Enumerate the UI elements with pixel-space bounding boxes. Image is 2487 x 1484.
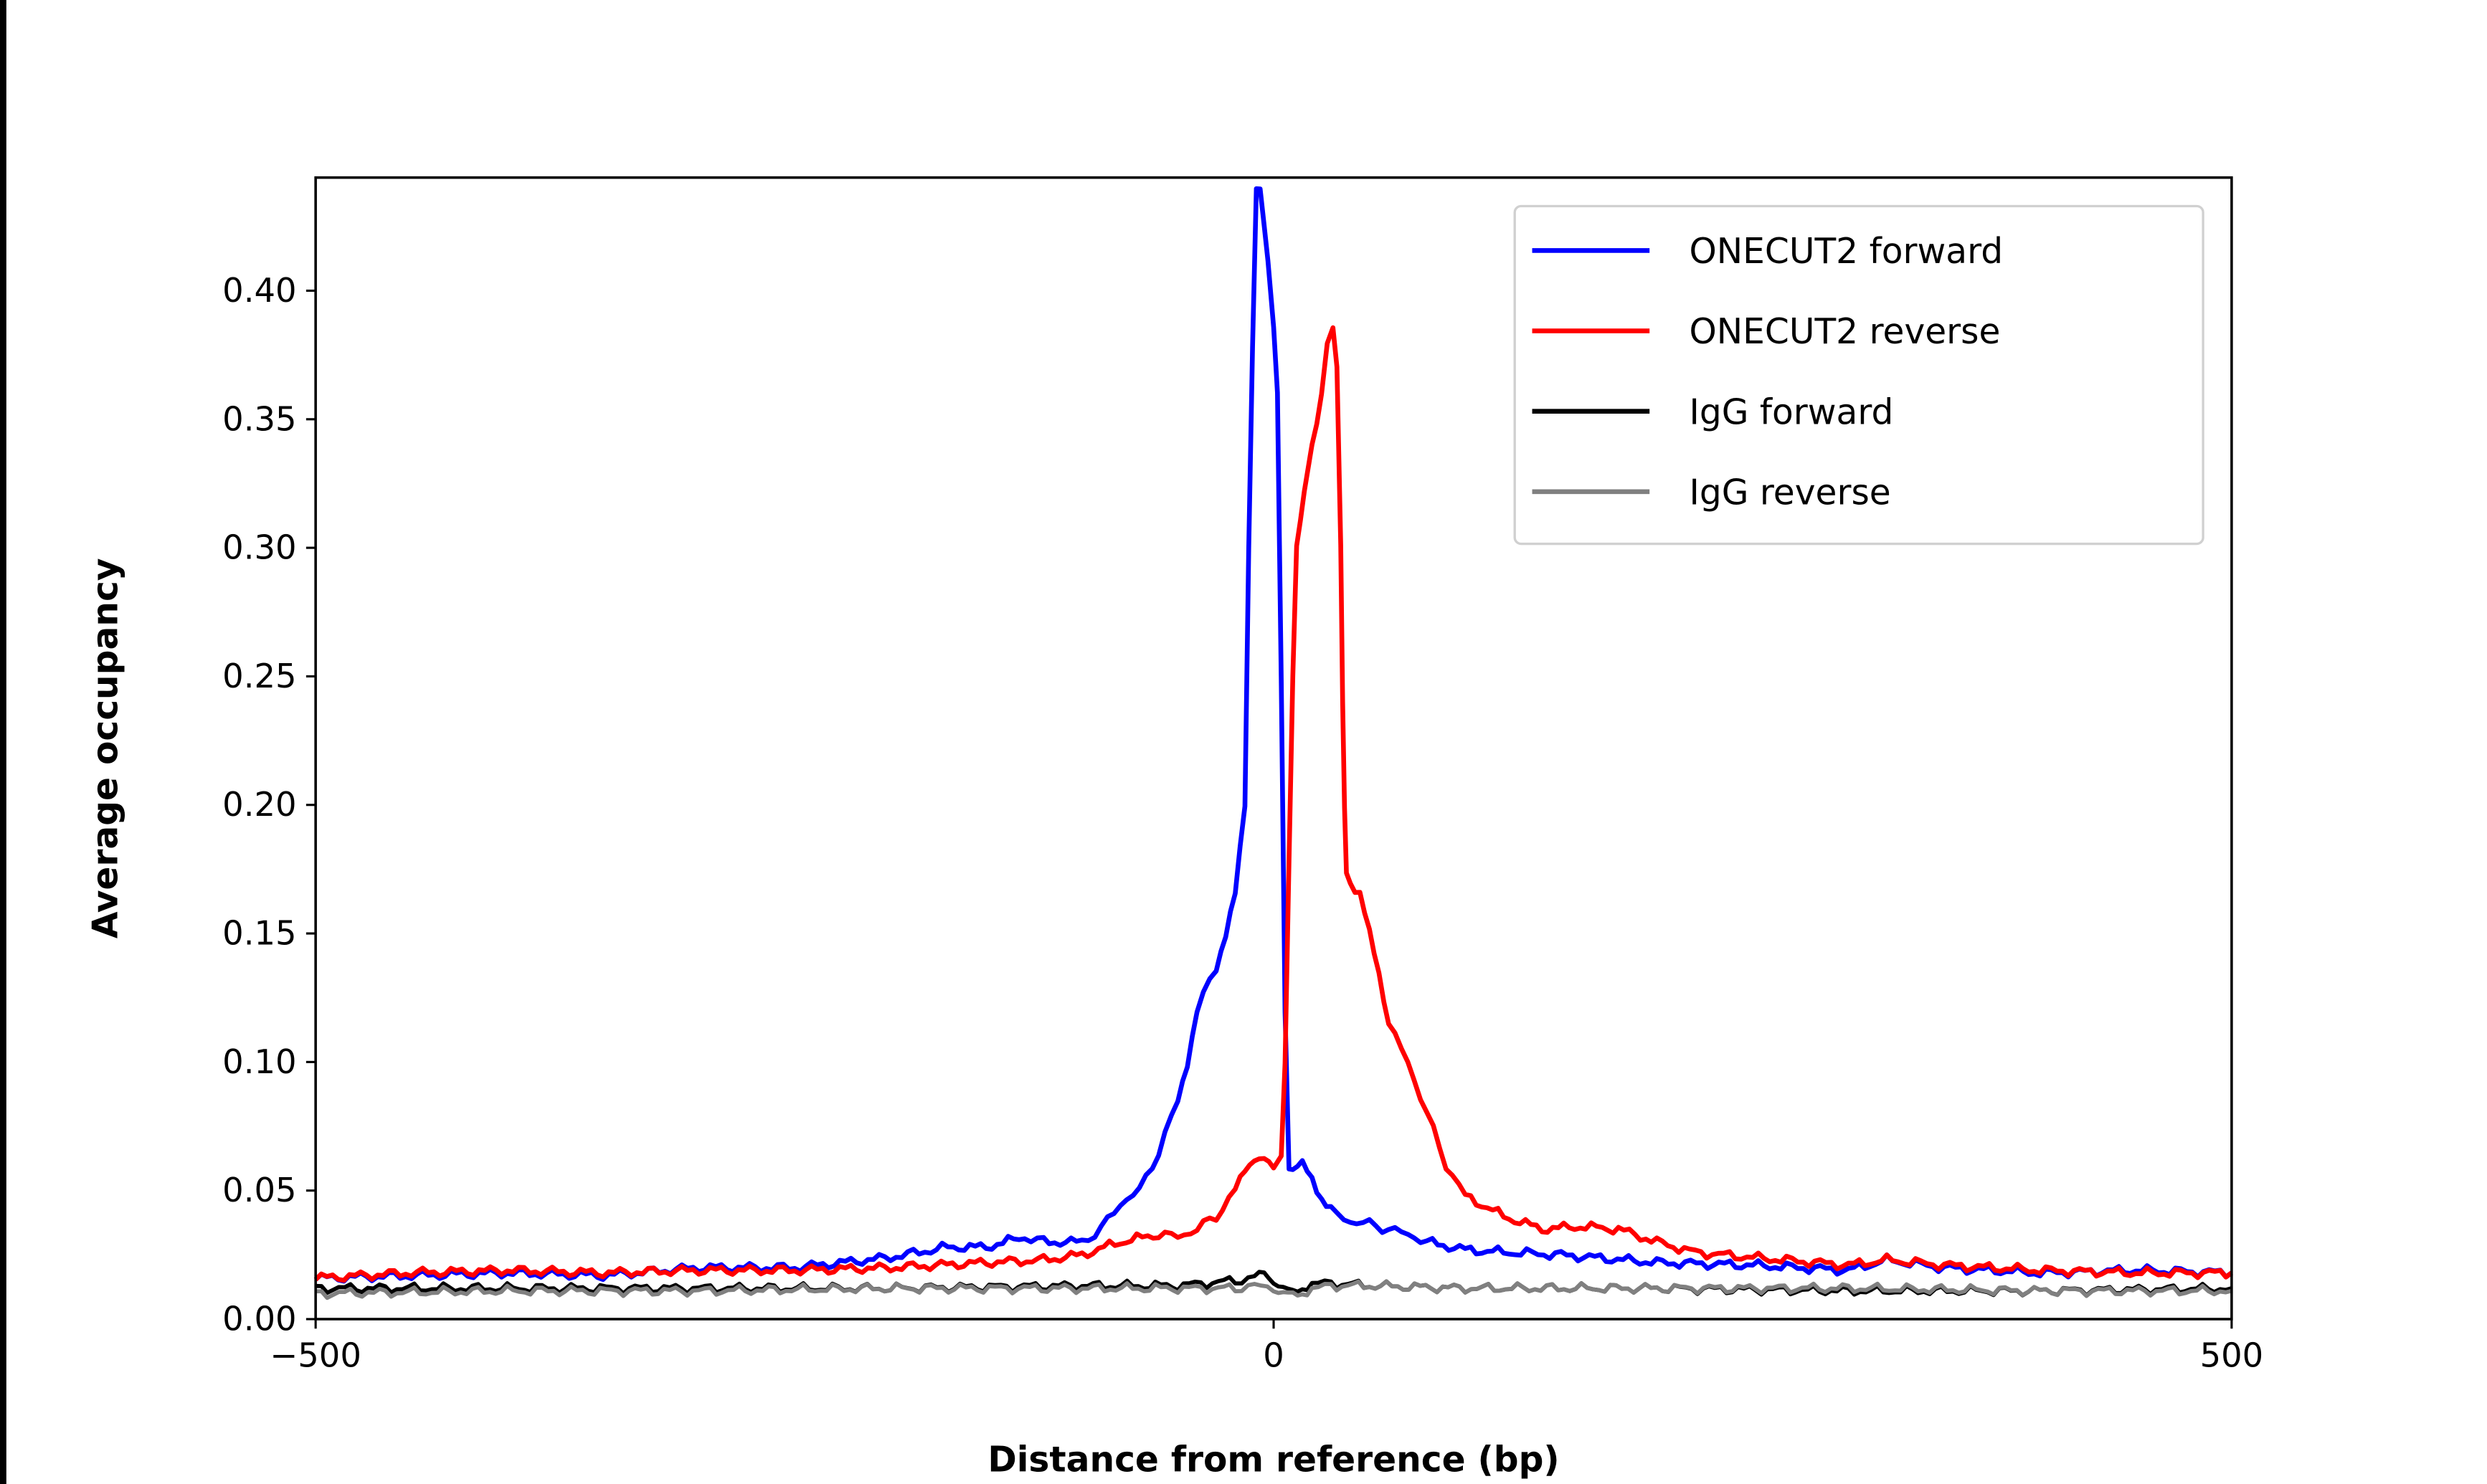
y-tick-label: 0.20 [222, 785, 296, 824]
y-tick-label: 0.05 [222, 1171, 296, 1209]
x-tick-label: −500 [270, 1336, 361, 1374]
x-tick-label: 0 [1263, 1336, 1284, 1374]
x-tick-label: 500 [2200, 1336, 2264, 1374]
legend: ONECUT2 forward ONECUT2 reverse IgG forwar… [1513, 204, 2204, 546]
y-tick-label: 0.15 [222, 914, 296, 953]
x-axis-label: Distance from reference (bp) [987, 1440, 1559, 1480]
y-tick-label: 0.40 [222, 271, 296, 310]
legend-label-igg-forward: IgG forward [1689, 392, 1893, 432]
series-line-onecut2-reverse [313, 325, 2233, 1283]
y-tick-label: 0.35 [222, 399, 296, 438]
legend-label-onecut2-forward: ONECUT2 forward [1689, 232, 2003, 272]
legend-label-igg-reverse: IgG reverse [1689, 472, 1890, 513]
legend-label-onecut2-reverse: ONECUT2 reverse [1689, 312, 2000, 352]
series-line-igg-reverse [316, 1279, 2232, 1300]
legend-frame [1513, 204, 2204, 546]
y-tick-label: 0.00 [222, 1299, 296, 1338]
series-layer [313, 186, 2233, 1300]
y-tick-label: 0.30 [222, 528, 296, 567]
y-axis-label: Average occupancy [86, 558, 126, 939]
page-left-border [0, 0, 6, 1484]
ticks-layer: −500 0 500 0.00 0.05 0.10 0.15 0.20 0.25 0.30 0.35… [222, 271, 2263, 1374]
y-tick-label: 0.25 [222, 657, 296, 695]
y-tick-label: 0.10 [222, 1042, 296, 1081]
